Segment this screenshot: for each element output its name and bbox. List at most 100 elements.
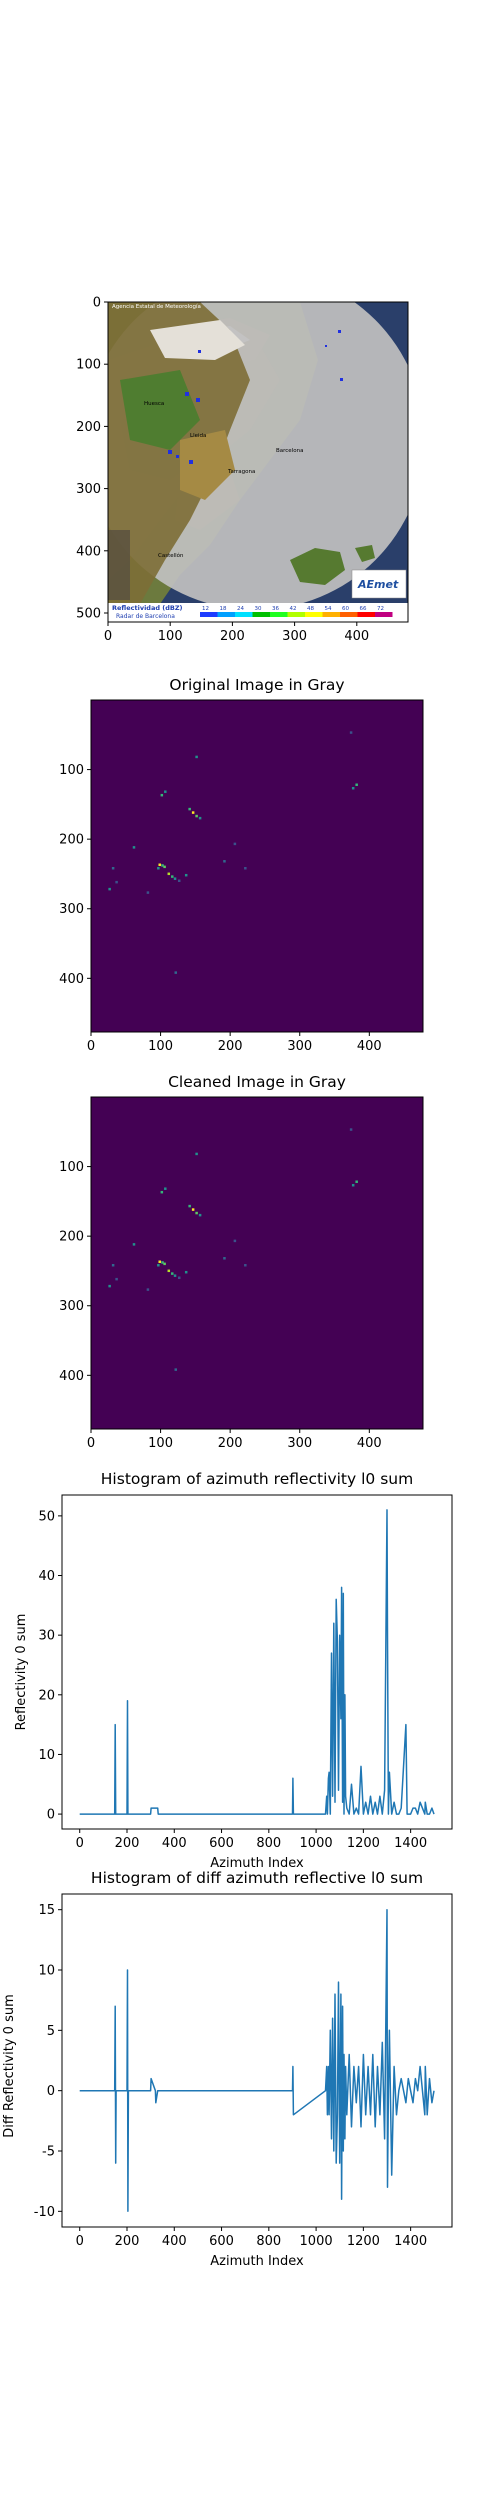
x-tick-label: 100 <box>148 1436 173 1451</box>
scale-swatch <box>322 612 340 617</box>
y-tick-label: 100 <box>76 358 101 373</box>
chart1-title: Histogram of azimuth reflectivity l0 sum <box>101 1470 413 1488</box>
echo-pixel <box>171 1272 174 1275</box>
aemet-logo: AEmet <box>357 578 399 591</box>
echo-pixel <box>351 786 355 790</box>
x-tick-label: 100 <box>148 1039 173 1054</box>
echo-pixel <box>160 793 164 797</box>
map-y-axis: 0 100 200 300 400 500 <box>76 296 108 622</box>
y-tick-label: -10 <box>34 2205 55 2220</box>
echo-pixel <box>171 875 174 878</box>
x-tick-label: 800 <box>256 2234 281 2249</box>
scale-value-label: 12 <box>202 606 209 612</box>
map-axes-frame <box>107 301 409 623</box>
x-tick-label: 0 <box>87 1436 95 1451</box>
y-tick-label: 300 <box>59 902 84 917</box>
y-tick-label: 5 <box>47 2024 55 2039</box>
cleaned-gray-image <box>91 1097 423 1429</box>
cleaned-gray-panel: Cleaned Image in Gray 0 100 200 300 400 100 2… <box>59 1073 424 1451</box>
echo-pixel <box>188 1204 191 1208</box>
y-tick-label: 30 <box>38 1629 55 1644</box>
y-tick-label: 15 <box>38 1903 55 1918</box>
cleaned-gray-title: Cleaned Image in Gray <box>168 1073 346 1091</box>
echo-pixel <box>132 846 136 849</box>
x-tick-label: 200 <box>218 1436 243 1451</box>
original-x-axis: 0 100 200 300 400 <box>87 1032 382 1054</box>
chart2-xlabel: Azimuth Index <box>210 2254 304 2269</box>
echo-pixel <box>132 1243 136 1246</box>
scale-swatch <box>375 612 393 617</box>
x-tick-label: 1400 <box>394 2234 427 2249</box>
echo-pixel <box>173 1274 177 1277</box>
y-tick-label: 0 <box>47 1808 55 1823</box>
original-gray-title: Original Image in Gray <box>169 676 344 694</box>
echo-pixel <box>177 879 181 883</box>
scale-value-label: 60 <box>342 606 349 612</box>
echo-pixel <box>111 1263 115 1267</box>
echo-pixel <box>233 1239 237 1243</box>
scale-swatch <box>305 612 323 617</box>
cleaned-x-axis: 0 100 200 300 400 <box>87 1429 382 1451</box>
diff-azimuth-reflectivity-chart: Histogram of diff azimuth reflective l0 … <box>2 1869 453 2269</box>
echo-pixel <box>223 860 226 863</box>
x-tick-label: 400 <box>162 2234 187 2249</box>
echo-pixel <box>188 807 191 811</box>
echo-pixel <box>198 816 202 820</box>
echo-pixel <box>167 872 171 876</box>
echo-pixel <box>195 1152 198 1156</box>
echo-pixel <box>184 1270 188 1274</box>
y-tick-label: 0 <box>93 296 101 311</box>
x-tick-label: 400 <box>357 1436 382 1451</box>
echo-pixel <box>177 1276 181 1280</box>
radar-map-panel: Agencia Estatal de Meteorología Huesca L… <box>76 296 409 644</box>
chart2-ylabel: Diff Reflectivity 0 sum <box>2 1994 17 2138</box>
x-tick-label: 1200 <box>347 1836 380 1851</box>
echo-pixel <box>115 1277 118 1281</box>
echo-pixel <box>244 866 247 870</box>
x-tick-label: 1000 <box>300 2234 333 2249</box>
scale-swatch <box>270 612 288 617</box>
echo-pixel <box>173 877 177 880</box>
echo-pixel <box>355 1180 358 1183</box>
city-label-barcelona: Barcelona <box>276 448 303 454</box>
x-tick-label: 1000 <box>300 1836 333 1851</box>
echo-pixel <box>164 1187 167 1190</box>
map-credit-text: Agencia Estatal de Meteorología <box>112 303 201 310</box>
original-axes-frame <box>90 699 424 1033</box>
scale-value-label: 48 <box>307 606 314 612</box>
echo-pixel <box>161 864 164 867</box>
x-tick-label: 0 <box>76 2234 84 2249</box>
x-tick-label: 300 <box>282 629 307 644</box>
y-tick-label: 500 <box>76 607 101 622</box>
echo-pixel <box>191 811 195 814</box>
cleaned-axes-frame <box>90 1096 424 1430</box>
scale-value-label: 42 <box>290 606 297 612</box>
cleaned-echo-pixels <box>108 1128 358 1371</box>
echo-pixel <box>146 891 150 894</box>
echo-pixel <box>184 873 188 877</box>
city-label-huesca: Huesca <box>144 401 164 407</box>
x-tick-label: 1400 <box>394 1836 427 1851</box>
x-tick-label: 0 <box>87 1039 95 1054</box>
echo-pixel <box>111 866 115 870</box>
chart2-axes-frame <box>61 1893 453 2228</box>
echo-pixel <box>195 755 198 759</box>
x-tick-label: 1200 <box>347 2234 380 2249</box>
scale-swatch <box>217 612 235 617</box>
echo-pixel <box>161 1261 164 1264</box>
echo-pixel <box>157 866 160 870</box>
y-tick-label: 400 <box>59 972 84 987</box>
radar-legend-title: Reflectividad (dBZ) <box>112 604 183 612</box>
echo-pixel <box>355 783 358 786</box>
chart1-series-line <box>79 1509 435 1815</box>
echo-pixel <box>158 1260 161 1264</box>
x-tick-label: 0 <box>104 629 112 644</box>
y-tick-label: 400 <box>76 544 101 559</box>
y-tick-label: 200 <box>59 833 84 848</box>
chart1-axes-frame <box>61 1494 453 1830</box>
y-tick-label: 20 <box>38 1688 55 1703</box>
y-tick-label: 10 <box>38 1748 55 1763</box>
echo-pixel <box>191 1208 195 1211</box>
echo-pixel <box>146 1288 150 1291</box>
y-tick-label: 200 <box>76 420 101 435</box>
